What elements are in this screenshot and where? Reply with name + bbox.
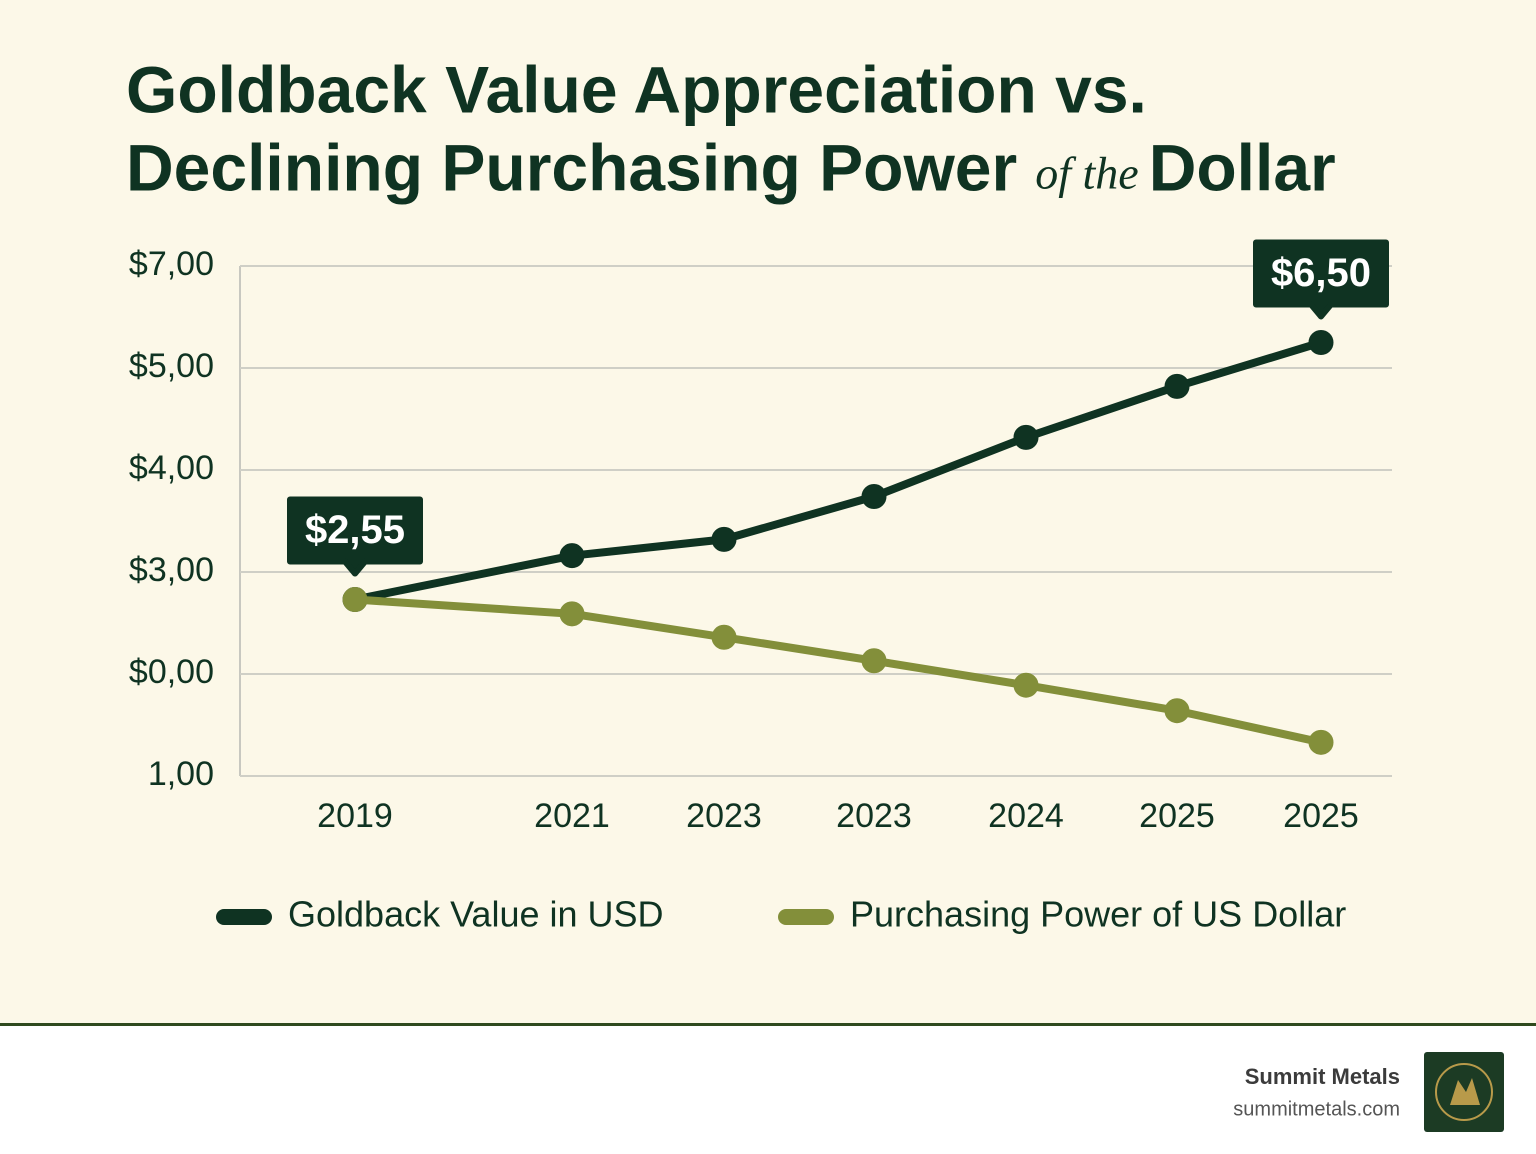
background <box>0 0 1536 1025</box>
x-tick-label: 2021 <box>534 797 610 835</box>
annotation-box <box>287 496 423 577</box>
title-line: Dollar <box>1149 130 1336 204</box>
point <box>1013 424 1039 450</box>
x-tick-label: 2019 <box>317 797 393 835</box>
y-tick-label: $4,00 <box>129 449 214 487</box>
point <box>1013 672 1039 698</box>
point <box>711 624 737 650</box>
title-line: Goldback Value Appreciation vs. <box>126 52 1147 126</box>
logo-ring <box>1435 1063 1493 1121</box>
title-line: Declining Purchasing Power <box>126 130 1017 204</box>
logo-mark <box>1450 1078 1480 1105</box>
x-tick-label: 2023 <box>686 797 762 835</box>
x-tick-label: 2025 <box>1139 797 1215 835</box>
point <box>1164 373 1190 399</box>
y-tick-label: $7,00 <box>129 245 214 283</box>
annotation: $2,55 <box>305 508 405 552</box>
y-tick-label: 1,00 <box>148 755 214 793</box>
point <box>1308 729 1334 755</box>
point <box>342 587 368 613</box>
legend-label: Purchasing Power of US Dollar <box>850 894 1346 935</box>
point <box>559 601 585 627</box>
y-tick-label: $3,00 <box>129 551 214 589</box>
x-tick-label: 2025 <box>1283 797 1359 835</box>
x-tick-label: 2024 <box>988 797 1064 835</box>
annotation-box <box>1253 239 1389 320</box>
y-tick-label: $5,00 <box>129 347 214 385</box>
annotation: $6,50 <box>1271 251 1371 295</box>
divider <box>0 1023 1536 1026</box>
point <box>861 484 887 510</box>
x-tick-label: 2023 <box>836 797 912 835</box>
point <box>559 543 585 569</box>
y-tick-label: $0,00 <box>129 653 214 691</box>
legend-label: Goldback Value in USD <box>288 894 664 935</box>
brand-url: summitmetals.com <box>1233 1098 1400 1120</box>
point <box>711 526 737 552</box>
brand: Summit Metals <box>1245 1064 1400 1089</box>
title-italic: of the <box>1035 148 1138 199</box>
point <box>1308 330 1334 355</box>
point <box>1164 698 1190 724</box>
point <box>861 648 887 674</box>
